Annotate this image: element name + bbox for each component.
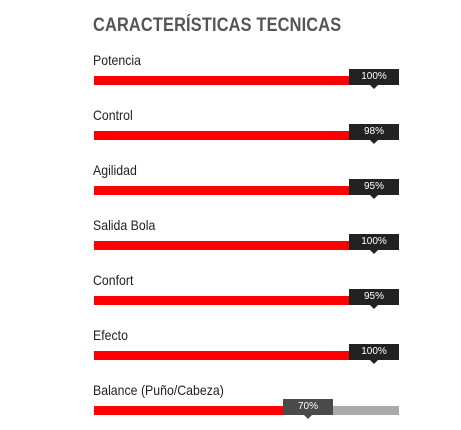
- value-tooltip: 100%: [349, 234, 399, 254]
- progress-track: 98%: [94, 124, 399, 144]
- progress-fill: [94, 406, 308, 415]
- stat-row-efecto: Efecto 100%: [93, 327, 399, 367]
- value-tooltip: 70%: [283, 399, 333, 419]
- stat-label: Salida Bola: [93, 217, 156, 233]
- stat-label: Confort: [93, 272, 134, 288]
- progress-fill: [94, 76, 399, 85]
- progress-fill: [94, 351, 399, 360]
- progress-fill: [94, 131, 393, 140]
- stat-row-agilidad: Agilidad 95%: [93, 162, 399, 202]
- progress-fill: [94, 296, 384, 305]
- stat-row-confort: Confort 95%: [93, 272, 399, 312]
- stat-row-control: Control 98%: [93, 107, 399, 147]
- section-title: CARACTERÍSTICAS TECNICAS: [93, 15, 342, 36]
- progress-track: 95%: [94, 289, 399, 309]
- value-tooltip: 95%: [349, 289, 399, 309]
- stat-row-balance: Balance (Puño/Cabeza) 70%: [93, 382, 399, 422]
- progress-track: 100%: [94, 344, 399, 364]
- progress-track: 95%: [94, 179, 399, 199]
- stat-label: Efecto: [93, 327, 128, 343]
- progress-fill: [94, 186, 384, 195]
- progress-track: 100%: [94, 234, 399, 254]
- stat-label: Balance (Puño/Cabeza): [93, 382, 224, 398]
- progress-fill: [94, 241, 399, 250]
- value-tooltip: 95%: [349, 179, 399, 199]
- stat-label: Agilidad: [93, 162, 137, 178]
- stat-row-potencia: Potencia 100%: [93, 52, 399, 92]
- value-tooltip: 100%: [349, 344, 399, 364]
- progress-track: 70%: [94, 399, 399, 419]
- stat-label: Potencia: [93, 52, 141, 68]
- progress-track: 100%: [94, 69, 399, 89]
- stat-row-salida-bola: Salida Bola 100%: [93, 217, 399, 257]
- stat-label: Control: [93, 107, 133, 123]
- value-tooltip: 100%: [349, 69, 399, 89]
- value-tooltip: 98%: [349, 124, 399, 144]
